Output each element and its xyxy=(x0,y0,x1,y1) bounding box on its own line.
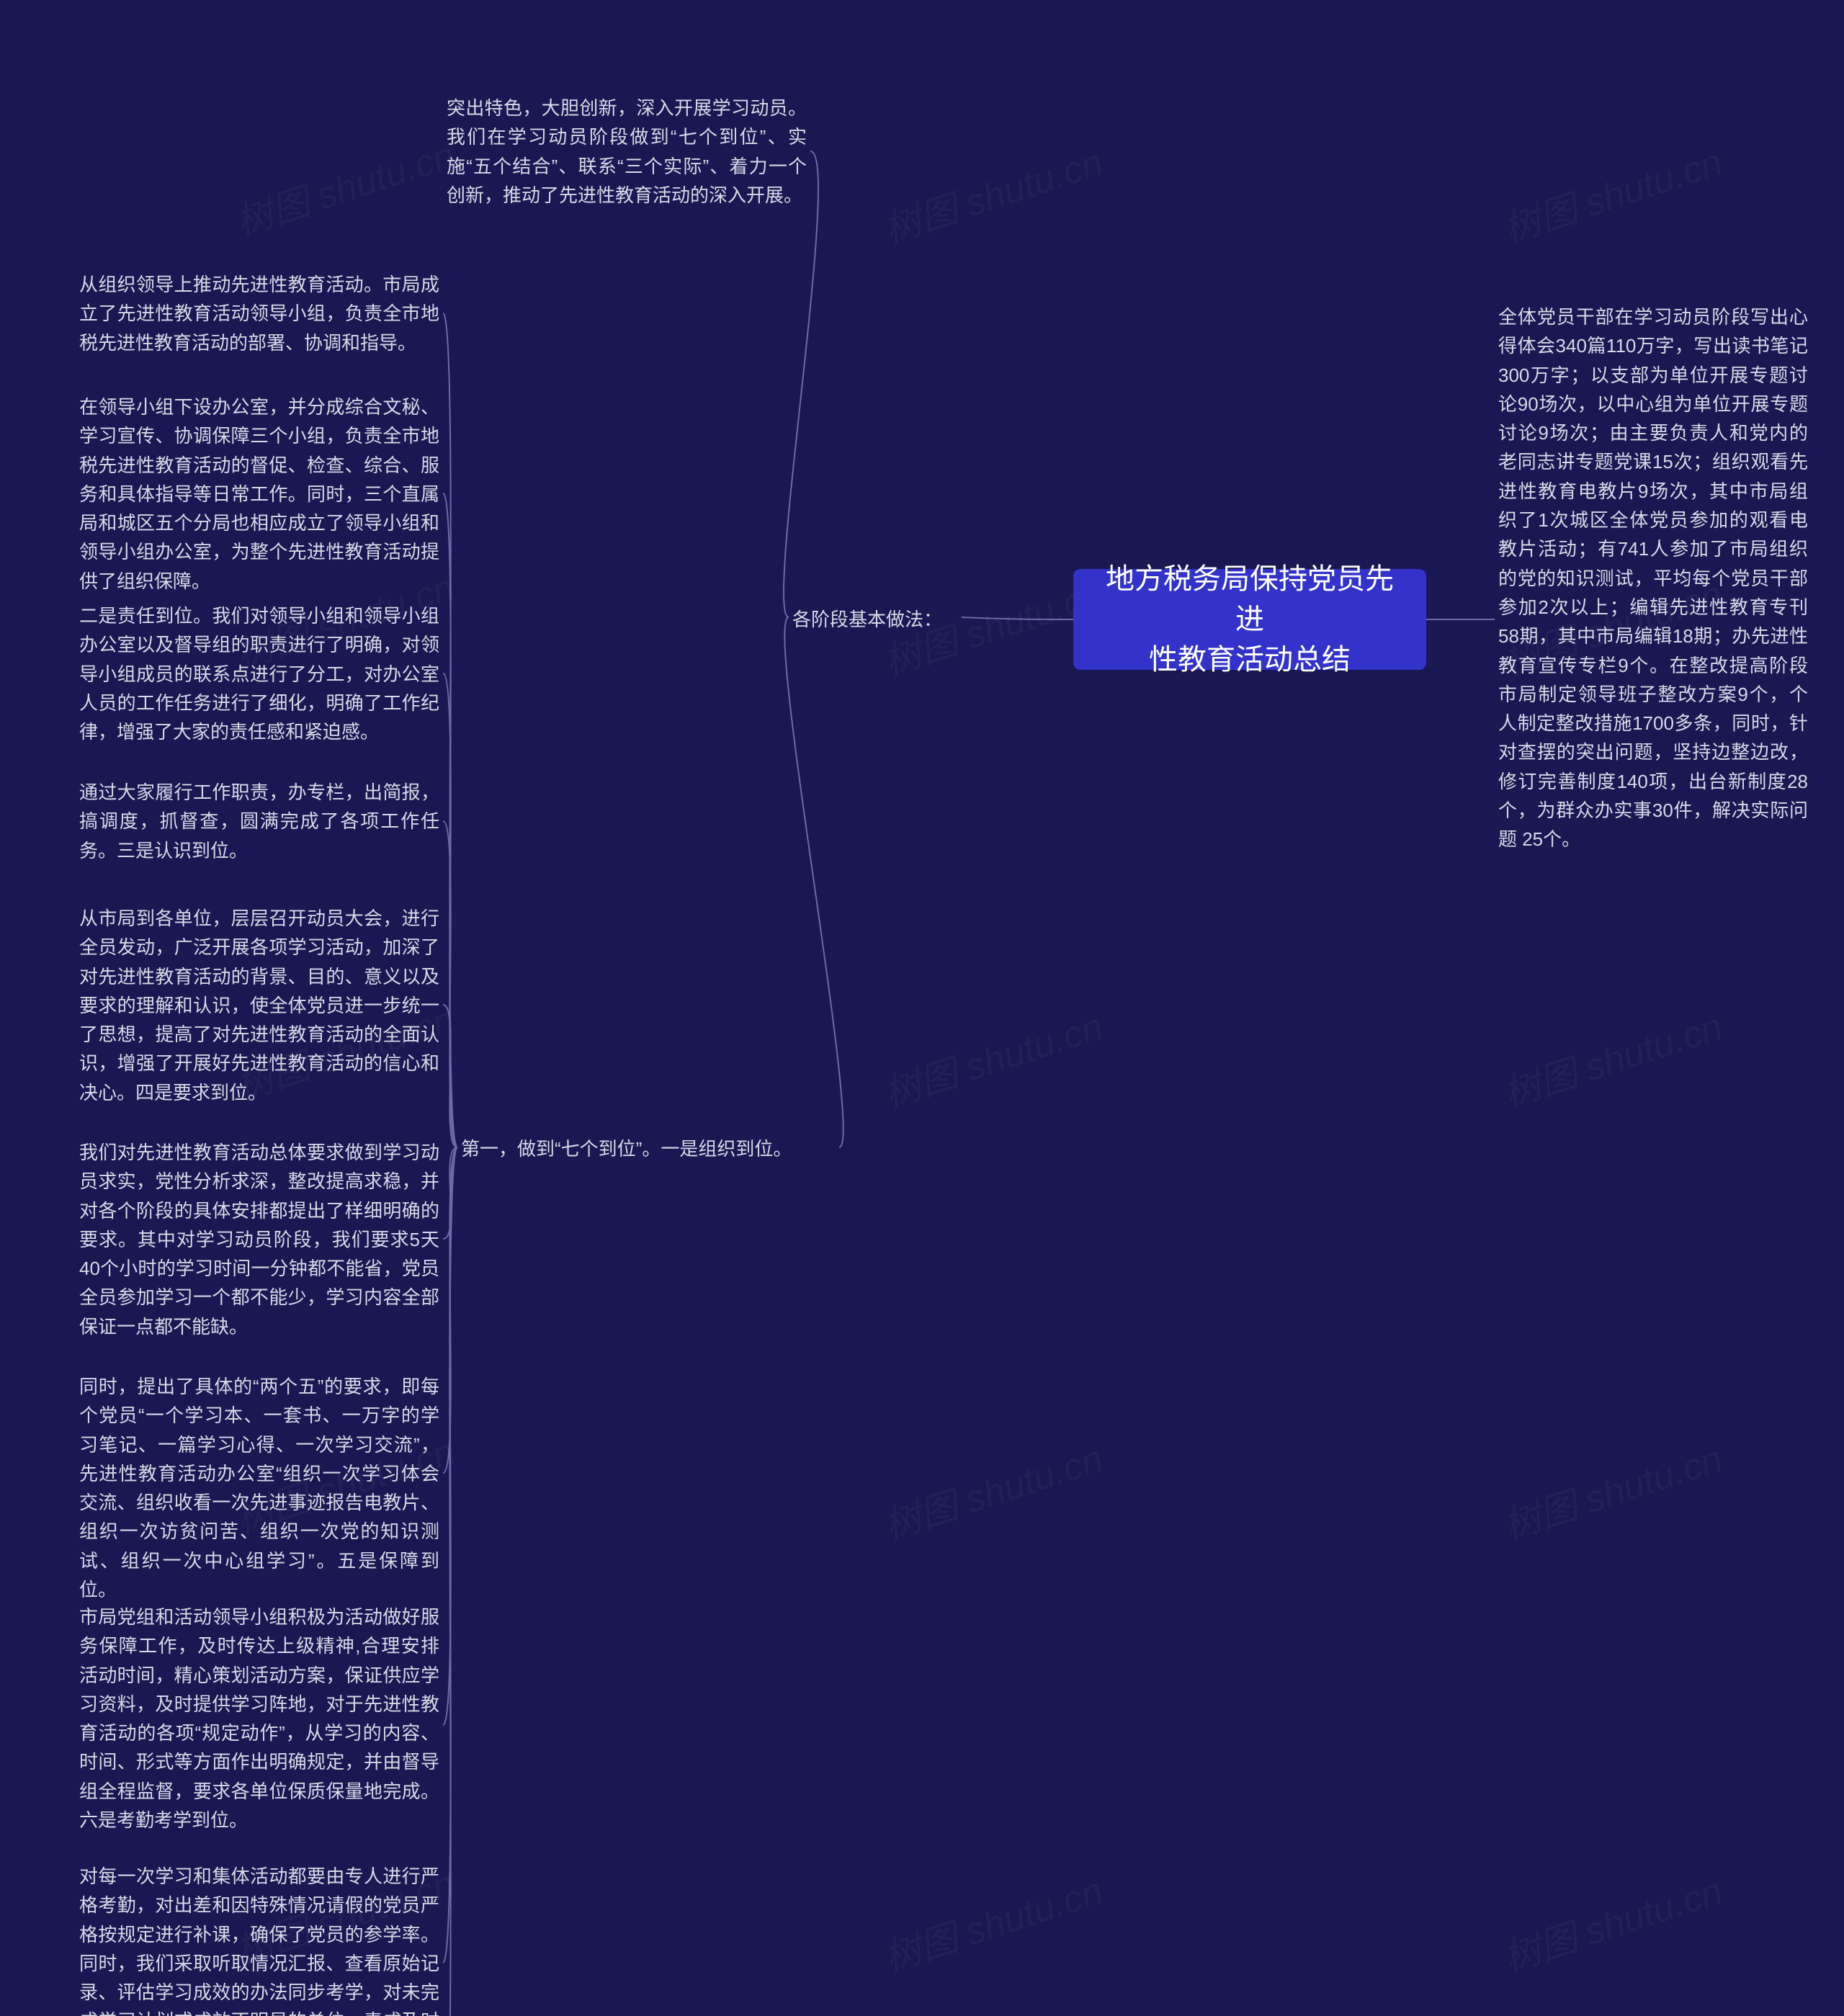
leaf-node: 对每一次学习和集体活动都要由专人进行严格考勤，对出差和因特殊情况请假的党员严格按… xyxy=(79,1862,439,2016)
watermark: 树图 shutu.cn xyxy=(1495,996,1728,1118)
leaf-node: 市局党组和活动领导小组积极为活动做好服务保障工作，及时传达上级精神,合理安排活动… xyxy=(79,1603,439,1834)
watermark: 树图 shutu.cn xyxy=(876,1428,1109,1550)
seven-in-place-label: 第一，做到“七个到位”。一是组织到位。 xyxy=(461,1134,836,1163)
watermark: 树图 shutu.cn xyxy=(876,996,1109,1118)
leaf-node: 同时，提出了具体的“两个五”的要求，即每个党员“一个学习本、一套书、一万字的学习… xyxy=(79,1372,439,1604)
mindmap-canvas: 树图 shutu.cn 树图 shutu.cn 树图 shutu.cn 树图 shut… xyxy=(0,0,1844,2016)
watermark: 树图 shutu.cn xyxy=(228,125,460,246)
watermark: 树图 shutu.cn xyxy=(1495,1860,1728,1982)
stage-label: 各阶段基本做法： xyxy=(792,605,958,634)
watermark: 树图 shutu.cn xyxy=(1495,132,1728,254)
leaf-node: 在领导小组下设办公室，并分成综合文秘、学习宣传、协调保障三个小组，负责全市地税先… xyxy=(79,393,439,596)
leaf-node: 我们对先进性教育活动总体要求做到学习动员求实，党性分析求深，整改提高求稳，并对各… xyxy=(79,1138,439,1341)
leaf-node: 从组织领导上推动先进性教育活动。市局成立了先进性教育活动领导小组，负责全市地税先… xyxy=(79,270,439,357)
watermark: 树图 shutu.cn xyxy=(876,1860,1109,1982)
leaf-node: 通过大家履行工作职责，办专栏，出简报，搞调度，抓督查，圆满完成了各项工作任务。三… xyxy=(79,778,439,865)
watermark: 树图 shutu.cn xyxy=(876,132,1109,254)
leaf-node: 二是责任到位。我们对领导小组和领导小组办公室以及督导组的职责进行了明确，对领导小… xyxy=(79,601,439,746)
right-statistics-block: 全体党员干部在学习动员阶段写出心得体会340篇110万字，写出读书笔记300万字… xyxy=(1498,303,1808,854)
center-node: 地方税务局保持党员先进性教育活动总结 xyxy=(1073,569,1426,670)
upper-summary-block: 突出特色，大胆创新，深入开展学习动员。我们在学习动员阶段做到“七个到位”、实施“… xyxy=(447,94,807,210)
watermark: 树图 shutu.cn xyxy=(1495,1428,1728,1550)
leaf-node: 从市局到各单位，层层召开动员大会，进行全员发动，广泛开展各项学习活动，加深了对先… xyxy=(79,904,439,1107)
